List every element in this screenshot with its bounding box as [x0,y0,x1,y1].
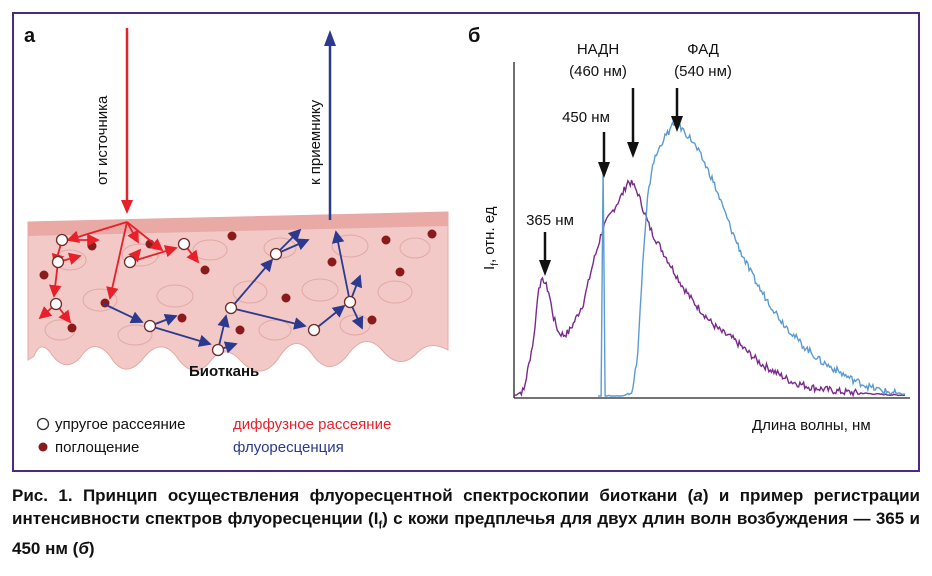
elastic-point [269,247,283,261]
panel-b-label: б [468,25,480,47]
nadh-wavelength-label: (460 нм) [569,63,627,80]
exc450-arrowhead [598,162,610,178]
spectrum-line-exc365 [513,179,906,398]
legend: упругое рассеяние поглощение диффузное р… [36,416,391,456]
x-axis-label: Длина волны, нм [752,417,871,434]
elastic-points [49,233,357,357]
legend-elastic-label: упругое рассеяние [55,416,185,433]
legend-diffuse-label: диффузное рассеяние [233,416,391,433]
elastic-point [51,255,65,269]
absorber-dot [381,235,391,245]
peak-annotations: НАДН (460 нм) ФАД (540 нм) 450 нм 365 нм [526,41,732,229]
elastic-point [307,323,321,337]
absorber-dot [39,270,49,280]
absorber-dot [235,325,245,335]
absorber-dot [227,231,237,241]
fad-name-label: ФАД [687,41,719,58]
absorber-dot [67,323,77,333]
absorber-dot [395,267,405,277]
source-arrowhead [121,200,133,214]
panel-a-label: а [24,25,36,47]
figure-caption: Рис. 1. Принцип осуществления флуоресцен… [12,486,921,559]
y-axis-label: If, отн. ед [481,206,501,270]
nadh-arrowhead [627,142,639,158]
legend-elastic-symbol [36,417,50,431]
absorber-dot [87,241,97,251]
nadh-name-label: НАДН [577,41,619,58]
elastic-point [55,233,69,247]
tissue-label: Биоткань [189,363,259,380]
absorber-dot [367,315,377,325]
absorber-dot [327,257,337,267]
elastic-point [49,297,63,311]
legend-absorption-label: поглощение [55,439,139,456]
receiver-arrowhead [324,30,336,46]
elastic-point [343,295,357,309]
spectra-plot [513,120,906,398]
exc365-arrowhead [539,260,551,276]
legend-fluorescence-label: флуоресценция [233,439,344,456]
elastic-point [177,237,191,251]
receiver-label: к приемнику [307,99,324,185]
source-label: от источника [94,95,111,185]
absorber-dot [427,229,437,239]
fad-arrowhead [671,116,683,132]
elastic-point [224,301,238,315]
peak-arrows [539,88,683,276]
spectrum-line-exc450 [598,120,906,397]
exc450-label: 450 нм [562,109,610,126]
elastic-point [211,343,225,357]
figure-art: а [24,25,910,456]
legend-absorption-symbol [38,442,48,452]
exc365-label: 365 нм [526,212,574,229]
elastic-point [143,319,157,333]
absorber-dot [177,313,187,323]
absorber-dot [200,265,210,275]
elastic-point [123,255,137,269]
absorber-dot [281,293,291,303]
fad-wavelength-label: (540 нм) [674,63,732,80]
